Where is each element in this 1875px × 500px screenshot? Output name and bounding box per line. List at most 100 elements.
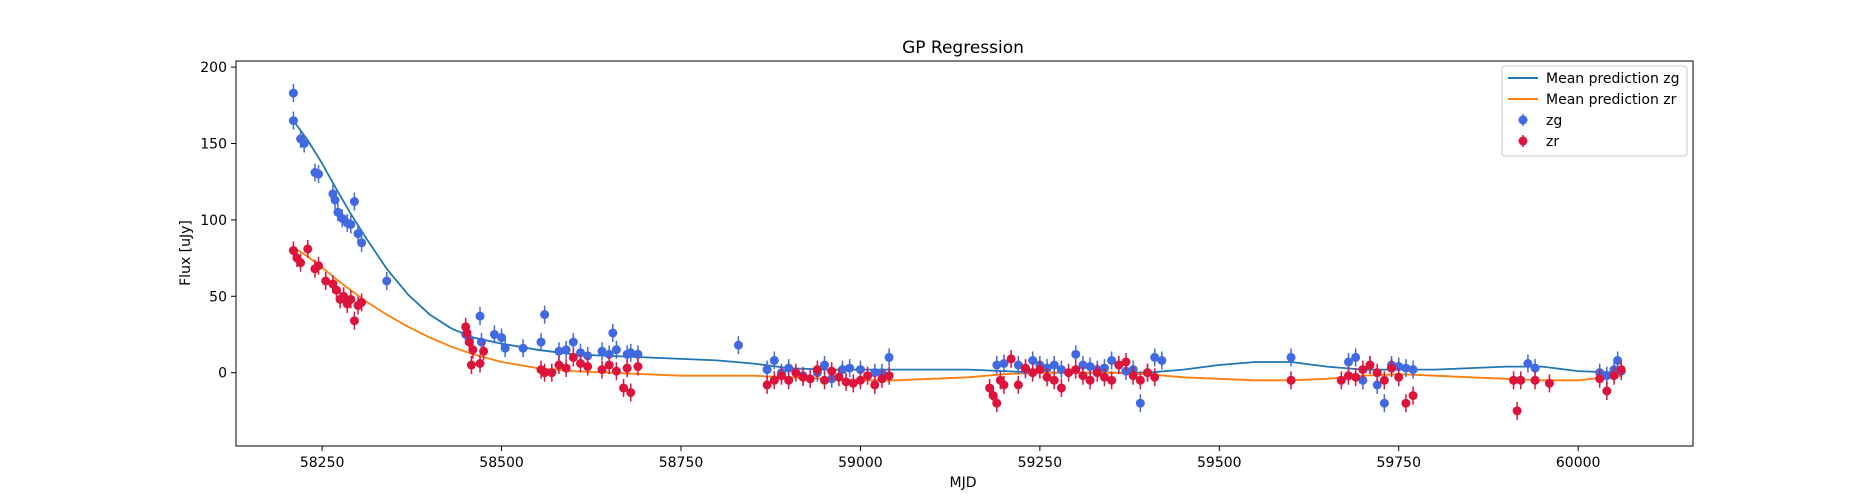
- point-zg: [733, 340, 743, 350]
- point-zr: [1544, 378, 1554, 388]
- point-zr: [339, 291, 349, 301]
- point-zr: [992, 398, 1002, 408]
- point-zr: [1085, 375, 1095, 385]
- point-zg: [884, 352, 894, 362]
- legend-label-zr-mean: Mean prediction zr: [1546, 92, 1677, 108]
- point-zr: [622, 363, 632, 373]
- point-zr: [479, 346, 489, 356]
- point-zr: [1135, 375, 1145, 385]
- point-zr: [1035, 365, 1045, 375]
- point-zg: [1372, 380, 1382, 390]
- point-zr: [321, 276, 331, 286]
- point-zg: [382, 276, 392, 286]
- point-zr: [985, 383, 995, 393]
- point-zg: [518, 343, 528, 353]
- point-zg: [1602, 371, 1612, 381]
- point-zr: [468, 345, 478, 355]
- point-zr: [1408, 391, 1418, 401]
- point-zr: [855, 375, 865, 385]
- point-zr: [1049, 375, 1059, 385]
- point-zg: [762, 365, 772, 375]
- point-zr: [314, 261, 324, 271]
- point-zr: [633, 362, 643, 372]
- x-tick-label: 58750: [659, 455, 704, 471]
- point-zr: [1512, 406, 1522, 416]
- y-axis-label: Flux [uJy]: [178, 220, 194, 286]
- point-zg: [1157, 355, 1167, 365]
- point-zr: [346, 294, 356, 304]
- point-zr: [1343, 371, 1353, 381]
- point-zr: [1006, 354, 1016, 364]
- point-zr: [812, 365, 822, 375]
- point-zg: [1042, 363, 1052, 373]
- point-zg: [1401, 363, 1411, 373]
- point-zr: [791, 368, 801, 378]
- point-zg: [1351, 352, 1361, 362]
- x-axis-label: MJD: [950, 475, 977, 491]
- plot-points: [288, 84, 1626, 420]
- point-zg: [1358, 375, 1368, 385]
- legend-label-zg: zg: [1546, 113, 1562, 129]
- point-zg: [604, 349, 614, 359]
- y-ticks: 0 50 100 150 200: [200, 60, 236, 382]
- plot-lines: [292, 120, 1622, 382]
- point-zr: [827, 366, 837, 376]
- point-zg: [1056, 365, 1066, 375]
- x-tick-label: 59750: [1376, 455, 1421, 471]
- point-zg: [608, 328, 618, 338]
- plot-frame: [235, 60, 1694, 447]
- point-zg: [561, 345, 571, 355]
- point-zr: [1056, 383, 1066, 393]
- point-zr: [561, 363, 571, 373]
- point-zr: [604, 360, 614, 370]
- point-zr: [1516, 375, 1526, 385]
- point-zg: [1107, 355, 1117, 365]
- point-zr: [611, 366, 621, 376]
- point-zr: [1530, 375, 1540, 385]
- point-zg: [1394, 362, 1404, 372]
- point-zg: [855, 365, 865, 375]
- point-zg: [611, 345, 621, 355]
- point-zr: [1013, 380, 1023, 390]
- point-zr: [1358, 365, 1368, 375]
- point-zr: [1351, 372, 1361, 382]
- point-zg: [346, 219, 356, 229]
- point-zr: [784, 375, 794, 385]
- point-zr: [331, 285, 341, 295]
- point-zg: [1286, 352, 1296, 362]
- y-tick-label: 150: [200, 137, 227, 153]
- point-zr: [1078, 371, 1088, 381]
- point-zr: [1128, 371, 1138, 381]
- point-zr: [820, 375, 830, 385]
- point-zr: [1121, 357, 1131, 367]
- point-zg: [870, 368, 880, 378]
- x-tick-label: 59500: [1197, 455, 1242, 471]
- point-zg: [1523, 359, 1533, 368]
- point-zg: [820, 360, 830, 370]
- point-zr: [1401, 398, 1411, 408]
- point-zr: [841, 377, 851, 387]
- point-zr: [554, 360, 564, 370]
- point-zg: [476, 337, 486, 347]
- point-zr: [988, 391, 998, 401]
- point-zr: [547, 368, 557, 378]
- point-zg: [1028, 355, 1038, 365]
- point-zr: [568, 352, 578, 362]
- point-zr: [1143, 368, 1153, 378]
- y-tick-label: 50: [209, 289, 227, 305]
- point-zg: [497, 333, 507, 343]
- point-zr: [540, 368, 550, 378]
- point-zr: [776, 371, 786, 381]
- point-zr: [870, 380, 880, 390]
- point-zg: [583, 351, 593, 361]
- point-zg: [1150, 352, 1160, 362]
- point-zr: [1071, 365, 1081, 375]
- point-zg: [330, 195, 340, 205]
- point-zg: [769, 355, 779, 365]
- point-zr: [1394, 372, 1404, 382]
- legend-marker-zg: [1518, 115, 1528, 125]
- point-zg: [540, 310, 550, 320]
- point-zr: [626, 388, 636, 398]
- legend: Mean prediction zg Mean prediction zr zg…: [1501, 65, 1688, 157]
- point-zr: [464, 337, 474, 347]
